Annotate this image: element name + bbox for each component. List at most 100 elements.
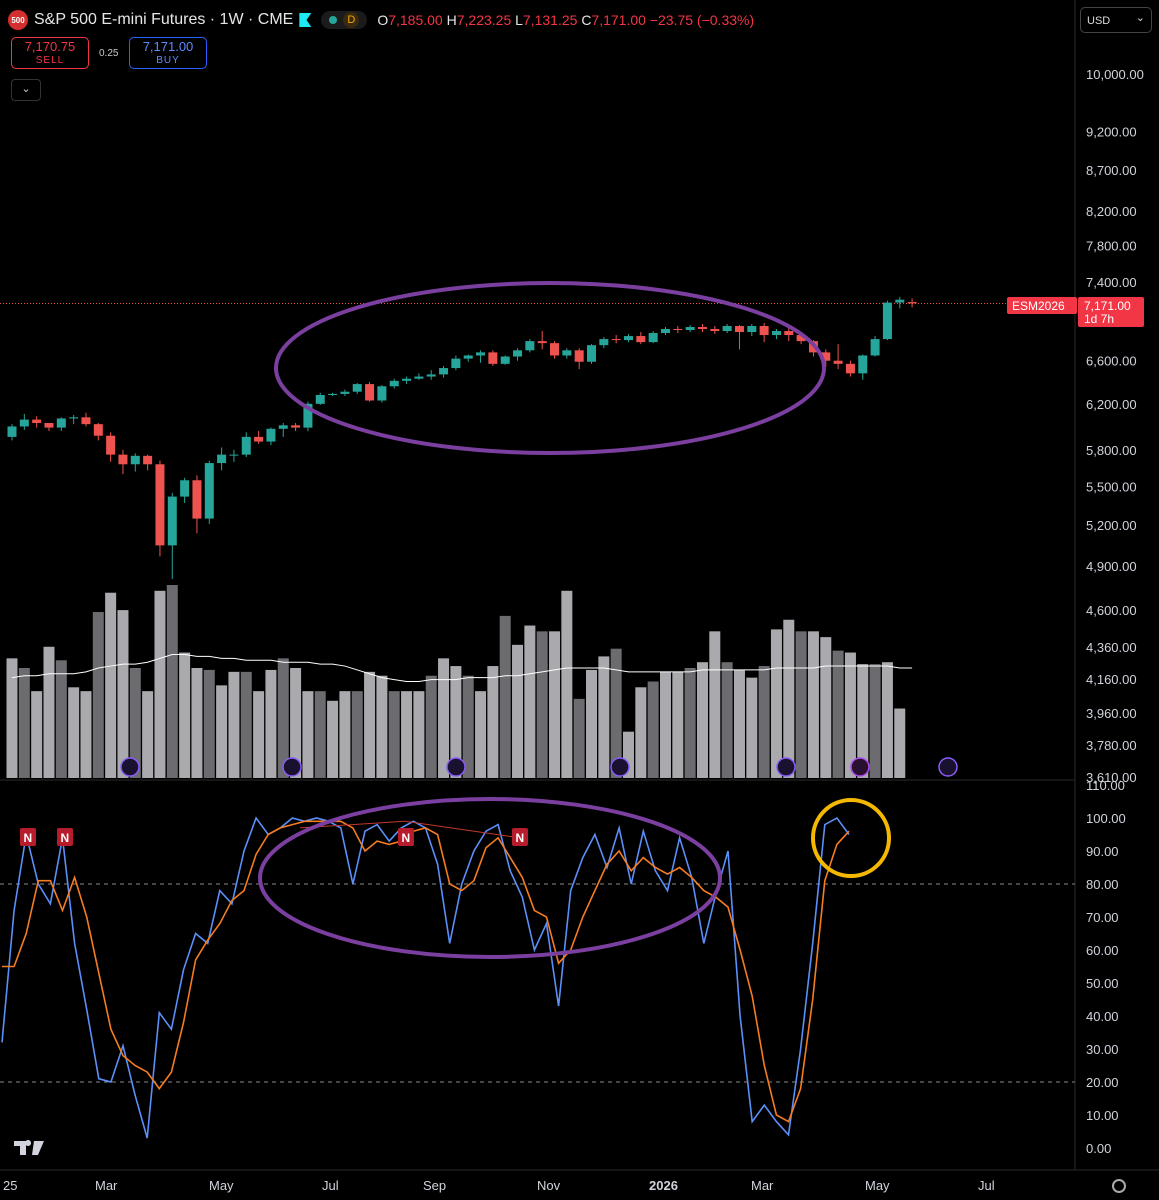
volume-bar — [314, 691, 326, 778]
symbol-logo: 500 — [8, 10, 28, 30]
volume-bar — [499, 615, 511, 778]
close-label: C — [581, 12, 592, 28]
volume-bar — [290, 667, 302, 778]
candle-body — [130, 455, 140, 465]
price-axis-tick-label: 3,780.00 — [1086, 738, 1137, 753]
candle-body — [180, 480, 190, 497]
collapse-legend-button[interactable]: ⌄ — [11, 79, 41, 101]
volume-bar — [844, 652, 856, 778]
symbol-title[interactable]: S&P 500 E-mini Futures · 1W · CME — [34, 11, 294, 28]
candle-body — [796, 335, 806, 342]
candle-body — [352, 384, 362, 392]
volume-bar — [598, 656, 610, 778]
chevron-down-icon: ⌄ — [21, 83, 31, 95]
symbol-tag-label: ESM2026 — [1012, 299, 1065, 313]
price-axis-tick-label: 9,200.00 — [1086, 125, 1137, 140]
volume-bar — [240, 671, 252, 778]
divergence-marker-label: N — [516, 831, 525, 845]
volume-bar — [758, 666, 770, 778]
candle-body — [895, 299, 905, 303]
volume-bar — [462, 675, 474, 778]
volume-bar — [610, 648, 622, 778]
volume-bar — [475, 691, 487, 778]
volume-bar — [142, 691, 154, 778]
candle-body — [784, 331, 794, 336]
price-axis-tick-label: 3,610.00 — [1086, 770, 1137, 785]
volume-bar — [92, 612, 104, 778]
candle-body — [291, 425, 301, 428]
spread-value: 0.25 — [99, 48, 119, 59]
symbol-tag — [1007, 297, 1077, 314]
oscillator-axis-tick-label: 20.00 — [1086, 1075, 1119, 1090]
high-label: H — [446, 12, 457, 28]
volume-bar — [512, 644, 524, 778]
settings-gear-icon — [1112, 1179, 1126, 1193]
oscillator-axis-tick-label: 70.00 — [1086, 910, 1119, 925]
divergence-marker — [20, 828, 36, 846]
time-axis-tick-label: Jul — [322, 1178, 339, 1193]
volume-bar — [659, 671, 671, 778]
low-label: L — [515, 12, 523, 28]
candle-body — [636, 336, 646, 343]
buy-button[interactable]: 7,171.00 BUY — [129, 37, 207, 69]
close-value: 7,171.00 — [591, 12, 646, 28]
volume-bar — [388, 691, 400, 778]
volume-bar — [869, 664, 881, 778]
time-axis-tick-label: Mar — [95, 1178, 118, 1193]
volume-bar — [524, 625, 536, 778]
candle-body — [414, 376, 424, 379]
price-ellipse-annotation — [274, 281, 826, 455]
candle-body — [93, 424, 103, 436]
volume-bar — [820, 637, 832, 778]
candle-body — [266, 428, 276, 442]
candle-body — [771, 331, 781, 336]
candle-body — [106, 435, 116, 455]
candle-body — [56, 418, 66, 428]
candle-body — [525, 341, 535, 351]
volume-bar — [228, 671, 240, 778]
volume-bar — [696, 662, 708, 778]
volume-bar — [623, 731, 634, 778]
volume-bar — [573, 698, 585, 778]
candle-body — [377, 386, 387, 401]
event-icon — [938, 757, 958, 777]
divergence-marker — [57, 828, 73, 846]
candle-body — [673, 329, 683, 331]
volume-bar — [684, 667, 696, 778]
divergence-marker-label: N — [24, 831, 33, 845]
sell-button[interactable]: 7,170.75 SELL — [11, 37, 89, 69]
candle-body — [574, 350, 584, 362]
event-icon — [282, 757, 302, 777]
candle-body — [562, 350, 572, 356]
oscillator-axis-tick-label: 80.00 — [1086, 877, 1119, 892]
oscillator-line — [1, 816, 850, 1139]
time-axis-tick-label: 25 — [3, 1178, 17, 1193]
volume-bar — [129, 667, 141, 778]
market-open-dot-icon — [329, 16, 338, 24]
candle-body — [439, 368, 449, 375]
tradingview-logo-icon — [14, 1140, 44, 1155]
candle-body — [870, 339, 880, 356]
flag-icon[interactable] — [299, 13, 312, 27]
volume-bar — [561, 590, 573, 778]
price-axis-tick-label: 8,200.00 — [1086, 204, 1137, 219]
volume-bar — [450, 666, 462, 778]
oscillator-axis-tick-label: 110.00 — [1086, 778, 1125, 793]
time-axis-tick-label: 2026 — [649, 1178, 678, 1193]
volume-bar — [265, 669, 277, 778]
currency-value: USD — [1087, 15, 1111, 27]
volume-bar — [6, 658, 18, 778]
oscillator-axis-tick-label: 100.00 — [1086, 811, 1126, 826]
volume-bar — [253, 691, 265, 778]
volume-bar — [154, 590, 166, 778]
candle-body — [19, 419, 29, 427]
event-icon — [776, 757, 796, 777]
data-status-pill[interactable]: D — [321, 11, 368, 29]
candle-body — [340, 391, 350, 394]
event-icon — [610, 757, 630, 777]
sell-price: 7,170.75 — [24, 39, 76, 54]
high-value: 7,223.25 — [456, 12, 512, 28]
oscillator-axis-tick-label: 60.00 — [1086, 943, 1119, 958]
currency-select[interactable]: USD ⌄ — [1080, 7, 1152, 33]
candle-body — [685, 327, 695, 331]
